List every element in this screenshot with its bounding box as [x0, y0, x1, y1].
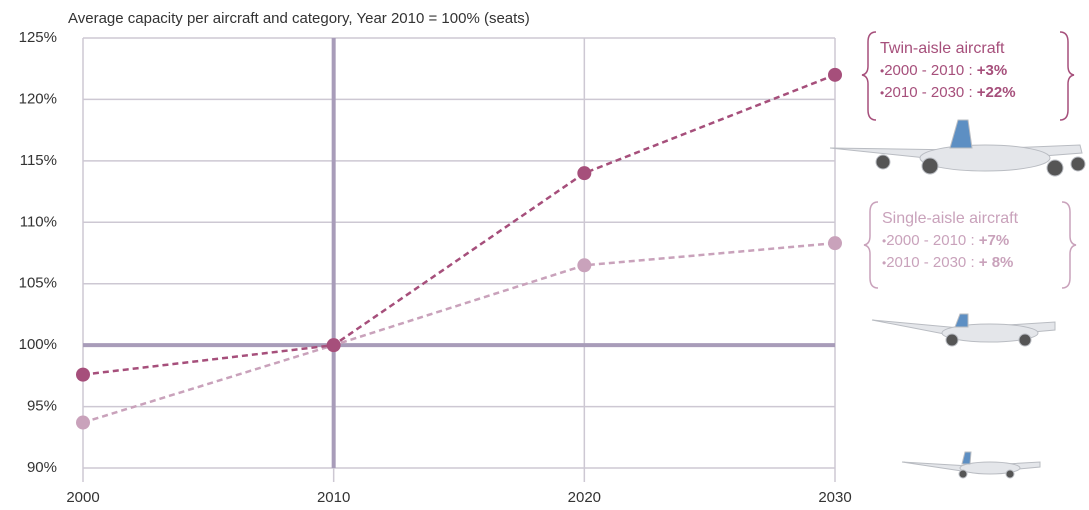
annotation-label: 2000 - 2010 : [884, 62, 973, 79]
annotation-label: 2010 - 2030 : [884, 84, 973, 101]
annotation-value: +3% [976, 62, 1008, 79]
annotation-title: Twin-aisle aircraft [880, 40, 1005, 57]
plot: 90% 95% 100% 105% 110% 115% 120% 125% 2000 2010 20… [19, 29, 852, 506]
data-point [828, 67, 842, 82]
brace [1061, 201, 1077, 289]
data-point [76, 415, 90, 430]
plane-medium [871, 313, 1056, 347]
annotation-label: 2010 - 2030 : [886, 254, 975, 271]
annotation-value: +7% [978, 232, 1010, 249]
chart-title: Average capacity per aircraft and catego… [68, 10, 530, 27]
annotation-item: 2010 - 2030 : +22% [880, 82, 1016, 104]
data-point [76, 367, 90, 382]
annotation-item: 2010 - 2030 : + 8% [882, 252, 1018, 274]
y-tick-label: 100% [19, 336, 57, 353]
y-tick-label: 90% [27, 459, 57, 476]
data-point [577, 258, 592, 273]
x-tick-label: 2030 [818, 489, 851, 506]
x-tick-label: 2000 [66, 489, 99, 506]
annotation: Single-aisle aircraft 2000 - 2010 : +7% … [882, 208, 1018, 274]
annotation-value: + 8% [978, 254, 1014, 271]
y-tick-label: 110% [20, 213, 57, 230]
plane-large [829, 119, 1086, 177]
brace [1059, 31, 1075, 121]
x-tick-label: 2010 [317, 489, 350, 506]
brace [861, 31, 877, 121]
y-tick-label: 105% [19, 275, 57, 292]
y-tick-label: 95% [27, 398, 57, 415]
data-point [828, 236, 842, 251]
series-line [82, 241, 836, 424]
annotation-item: 2000 - 2010 : +7% [882, 230, 1018, 252]
annotation-label: 2000 - 2010 : [886, 232, 975, 249]
annotation-value: +22% [976, 84, 1016, 101]
annotation-title: Single-aisle aircraft [882, 210, 1019, 227]
data-point [326, 338, 341, 353]
data-point [577, 166, 592, 181]
y-tick-label: 120% [19, 90, 57, 107]
series-line [82, 73, 836, 376]
annotation: Twin-aisle aircraft 2000 - 2010 : +3% 20… [880, 38, 1016, 104]
brace [863, 201, 879, 289]
y-tick-label: 115% [20, 152, 57, 169]
annotation-item: 2000 - 2010 : +3% [880, 60, 1016, 82]
y-tick-label: 125% [19, 29, 57, 46]
plane-small [901, 451, 1041, 479]
x-tick-label: 2020 [568, 489, 601, 506]
